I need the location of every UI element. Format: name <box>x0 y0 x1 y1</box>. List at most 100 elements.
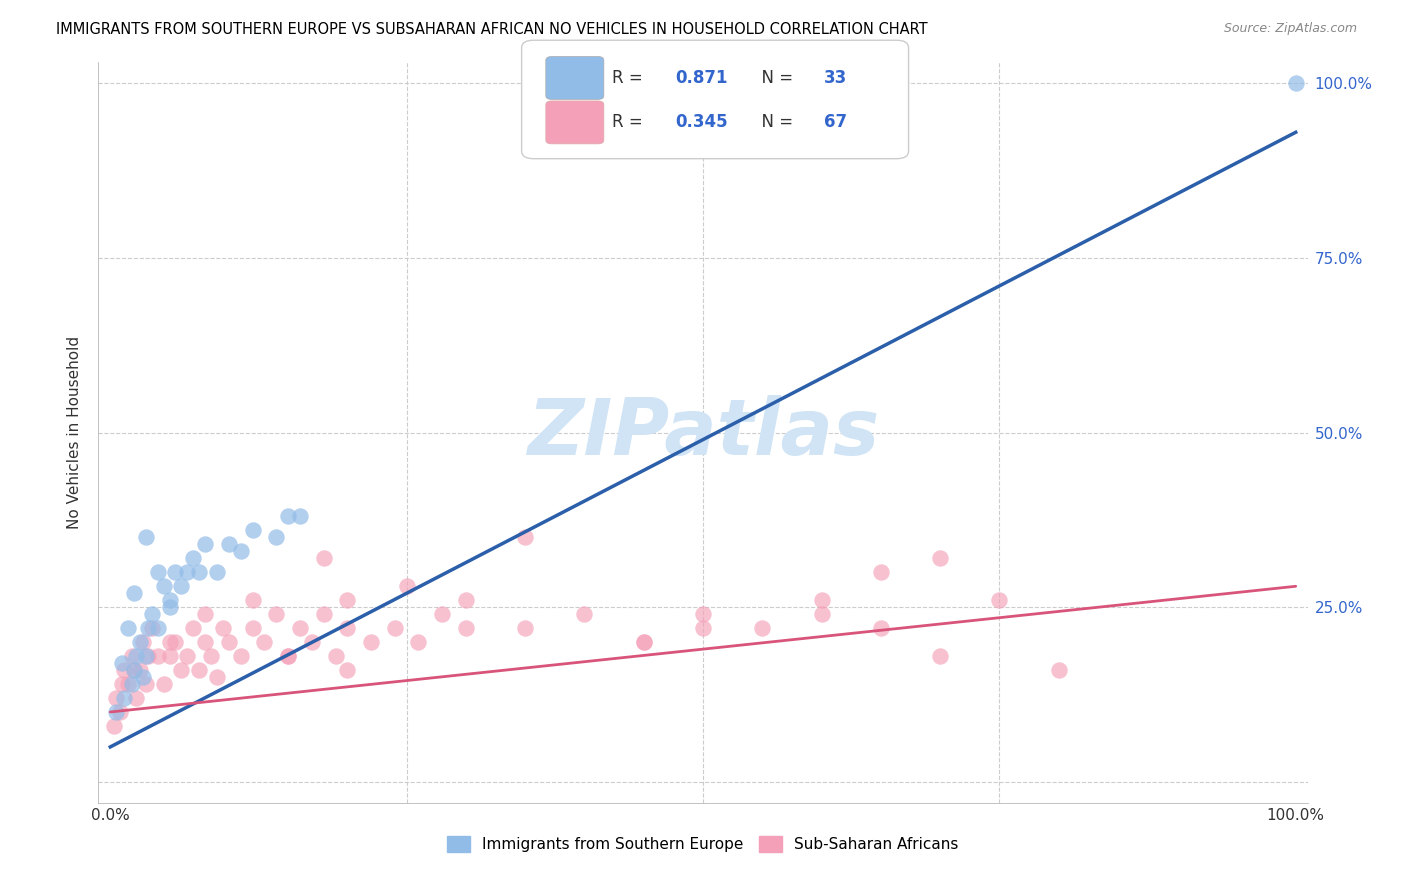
Point <box>454 621 477 635</box>
Point <box>212 621 235 635</box>
Point <box>152 579 174 593</box>
Point <box>117 677 139 691</box>
Point <box>146 566 169 580</box>
Point <box>336 593 359 607</box>
Point <box>188 663 211 677</box>
Point <box>181 621 204 635</box>
Point <box>408 635 430 649</box>
Point <box>288 509 311 524</box>
Point <box>194 537 217 551</box>
Point <box>122 663 145 677</box>
Text: 33: 33 <box>824 69 848 87</box>
Point <box>125 649 148 664</box>
Point <box>633 635 655 649</box>
Point <box>229 649 252 664</box>
Point <box>325 649 347 664</box>
Point <box>242 621 264 635</box>
Text: N =: N = <box>751 113 799 131</box>
Point <box>810 607 832 622</box>
Point <box>152 677 174 691</box>
Point <box>633 635 655 649</box>
Point <box>159 600 181 615</box>
Point <box>929 551 952 566</box>
Point <box>264 607 287 622</box>
Point <box>218 635 240 649</box>
Point <box>1047 663 1070 677</box>
Point <box>218 537 240 551</box>
Point <box>146 649 169 664</box>
Point <box>264 530 287 544</box>
Point <box>751 621 773 635</box>
Point <box>141 621 163 635</box>
Point <box>395 579 418 593</box>
Point <box>929 649 952 664</box>
Point <box>810 593 832 607</box>
FancyBboxPatch shape <box>546 56 603 99</box>
Point <box>277 509 299 524</box>
Point <box>200 649 222 664</box>
Point <box>125 691 148 706</box>
Point <box>105 691 128 706</box>
Text: R =: R = <box>613 113 648 131</box>
Point <box>170 663 193 677</box>
Point <box>277 649 299 664</box>
Text: ZIPatlas: ZIPatlas <box>527 394 879 471</box>
Point <box>574 607 596 622</box>
Point <box>129 635 152 649</box>
Point <box>869 621 891 635</box>
Point <box>135 530 157 544</box>
Point <box>146 621 169 635</box>
FancyBboxPatch shape <box>522 40 908 159</box>
Point <box>360 635 382 649</box>
Point <box>1285 76 1308 90</box>
Point <box>136 621 159 635</box>
Point <box>159 635 181 649</box>
Point <box>176 649 198 664</box>
Point <box>194 635 217 649</box>
Legend: Immigrants from Southern Europe, Sub-Saharan Africans: Immigrants from Southern Europe, Sub-Sah… <box>441 830 965 858</box>
Point <box>181 551 204 566</box>
Point <box>165 635 187 649</box>
Point <box>121 649 143 664</box>
Text: 0.871: 0.871 <box>675 69 728 87</box>
Text: IMMIGRANTS FROM SOUTHERN EUROPE VS SUBSAHARAN AFRICAN NO VEHICLES IN HOUSEHOLD C: IMMIGRANTS FROM SOUTHERN EUROPE VS SUBSA… <box>56 22 928 37</box>
Point <box>205 670 228 684</box>
Point <box>194 607 217 622</box>
Point <box>242 524 264 538</box>
Point <box>122 663 145 677</box>
Point <box>165 566 187 580</box>
Text: 67: 67 <box>824 113 846 131</box>
Point <box>141 607 163 622</box>
Point <box>312 551 335 566</box>
Point <box>108 705 131 719</box>
Text: R =: R = <box>613 69 648 87</box>
Point <box>159 649 181 664</box>
Point <box>122 586 145 600</box>
Y-axis label: No Vehicles in Household: No Vehicles in Household <box>67 336 83 529</box>
Point <box>121 677 143 691</box>
Point <box>454 593 477 607</box>
Point <box>135 649 157 664</box>
Point <box>515 621 537 635</box>
Point <box>132 670 155 684</box>
Point <box>432 607 454 622</box>
Point <box>515 530 537 544</box>
Point <box>384 621 406 635</box>
FancyBboxPatch shape <box>546 101 603 144</box>
Point <box>336 663 359 677</box>
Text: N =: N = <box>751 69 799 87</box>
Point <box>312 607 335 622</box>
Point <box>176 566 198 580</box>
Point <box>692 621 714 635</box>
Point <box>129 663 152 677</box>
Point <box>132 635 155 649</box>
Point <box>111 656 134 670</box>
Point <box>170 579 193 593</box>
Point <box>114 691 136 706</box>
Point <box>229 544 252 558</box>
Point <box>105 705 128 719</box>
Text: 0.345: 0.345 <box>675 113 728 131</box>
Point <box>205 566 228 580</box>
Point <box>869 566 891 580</box>
Text: Source: ZipAtlas.com: Source: ZipAtlas.com <box>1223 22 1357 36</box>
